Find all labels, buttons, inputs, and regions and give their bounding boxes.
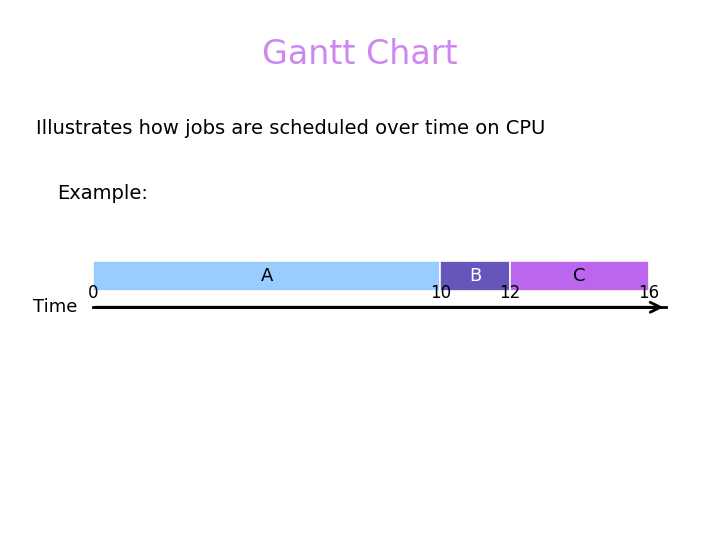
Text: 0: 0 — [88, 284, 98, 302]
Text: 10: 10 — [430, 284, 451, 302]
Text: Gantt Chart: Gantt Chart — [262, 38, 458, 71]
Bar — [441, 261, 510, 291]
Text: 16: 16 — [638, 284, 660, 302]
Bar — [510, 261, 649, 291]
Text: 12: 12 — [499, 284, 521, 302]
Bar — [93, 261, 441, 291]
Text: A: A — [261, 267, 273, 285]
Text: B: B — [469, 267, 481, 285]
Text: Illustrates how jobs are scheduled over time on CPU: Illustrates how jobs are scheduled over … — [36, 119, 545, 138]
Text: Example:: Example: — [58, 184, 148, 202]
Text: C: C — [573, 267, 585, 285]
Text: Time: Time — [33, 298, 77, 316]
